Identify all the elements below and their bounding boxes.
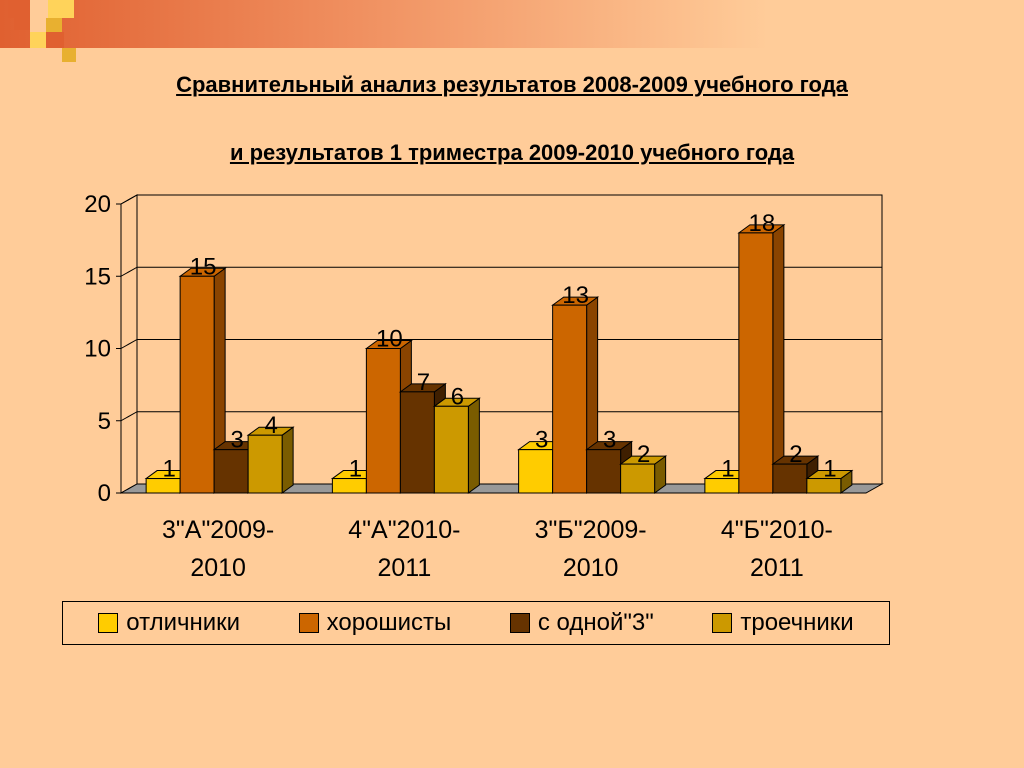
y-tick-label: 0 — [98, 480, 111, 507]
data-label: 15 — [190, 253, 217, 280]
data-label: 10 — [376, 326, 403, 353]
bar — [806, 478, 842, 494]
bar — [620, 463, 656, 494]
data-label: 1 — [162, 456, 175, 483]
x-tick-label: 2011 — [377, 554, 431, 582]
bar — [586, 449, 622, 494]
bar — [738, 232, 774, 494]
data-label: 3 — [230, 427, 243, 454]
bar-side — [467, 397, 480, 494]
data-label: 1 — [823, 456, 836, 483]
x-tick-label: 3"А"2009- — [162, 516, 274, 544]
legend-item: отличники — [98, 609, 240, 637]
bar — [518, 449, 554, 494]
legend-swatch — [298, 613, 319, 633]
gridline-side — [120, 339, 138, 349]
bar — [399, 391, 435, 494]
legend-item: с одной"3" — [509, 609, 654, 637]
bar-chart: 05101520115343"А"2009-2010110764"А"2010-… — [84, 191, 884, 582]
x-tick-label: 4"А"2010- — [348, 516, 460, 544]
legend-label: троечники — [740, 609, 854, 636]
bar — [433, 405, 469, 494]
decor-square-9 — [62, 48, 76, 62]
data-label: 2 — [789, 441, 802, 468]
bar-side — [281, 426, 294, 494]
bar — [772, 463, 808, 494]
legend-swatch — [98, 613, 119, 633]
data-label: 1 — [721, 456, 734, 483]
data-label: 3 — [535, 427, 548, 454]
legend-swatch — [712, 613, 733, 633]
bar — [552, 304, 588, 494]
decor-square-2 — [30, 0, 48, 18]
decor-square-3 — [48, 0, 74, 18]
decor-square-4 — [14, 14, 30, 30]
x-tick-label: 3"Б"2009- — [535, 516, 647, 544]
y-tick-label: 20 — [84, 191, 111, 218]
decor-square-1 — [8, 0, 30, 18]
data-label: 18 — [749, 210, 776, 237]
gridline-side — [120, 411, 138, 422]
bar — [365, 348, 401, 494]
data-label: 13 — [562, 282, 589, 309]
decor-square-8 — [46, 32, 64, 48]
chart-title-line1: Сравнительный анализ результатов 2008-20… — [176, 72, 848, 97]
data-label: 6 — [451, 383, 464, 410]
bar — [179, 275, 215, 494]
y-tick-label: 15 — [84, 263, 111, 290]
data-label: 2 — [637, 441, 650, 468]
decor-square-5 — [30, 18, 46, 32]
x-tick-label: 2010 — [190, 554, 246, 582]
data-label: 4 — [264, 412, 277, 439]
legend-label: с одной"3" — [537, 609, 654, 636]
bar-side — [772, 223, 785, 494]
legend-swatch — [509, 613, 530, 633]
y-tick-label: 5 — [98, 408, 111, 435]
x-tick-label: 4"Б"2010- — [721, 516, 833, 544]
decor-square-6 — [46, 18, 62, 32]
gridline-side — [120, 194, 138, 205]
gridline-side — [120, 266, 138, 277]
data-label: 7 — [417, 369, 430, 396]
y-tick-label: 10 — [84, 336, 111, 363]
chart-legend: отличники хорошисты с одной"3" троечники — [62, 601, 890, 645]
x-tick-label: 2011 — [750, 554, 804, 582]
data-label: 1 — [349, 456, 362, 483]
legend-label: хорошисты — [326, 609, 452, 636]
bar — [247, 434, 283, 494]
x-tick-label: 2010 — [563, 554, 619, 582]
decor-square-7 — [30, 32, 46, 48]
data-label: 3 — [603, 427, 616, 454]
header-gradient-bar — [0, 0, 1024, 48]
bar — [213, 449, 249, 494]
legend-item: троечники — [712, 609, 854, 637]
legend-item: хорошисты — [298, 609, 452, 637]
chart-title-line2: и результатов 1 триместра 2009-2010 учеб… — [229, 140, 795, 165]
legend-label: отличники — [126, 609, 241, 636]
